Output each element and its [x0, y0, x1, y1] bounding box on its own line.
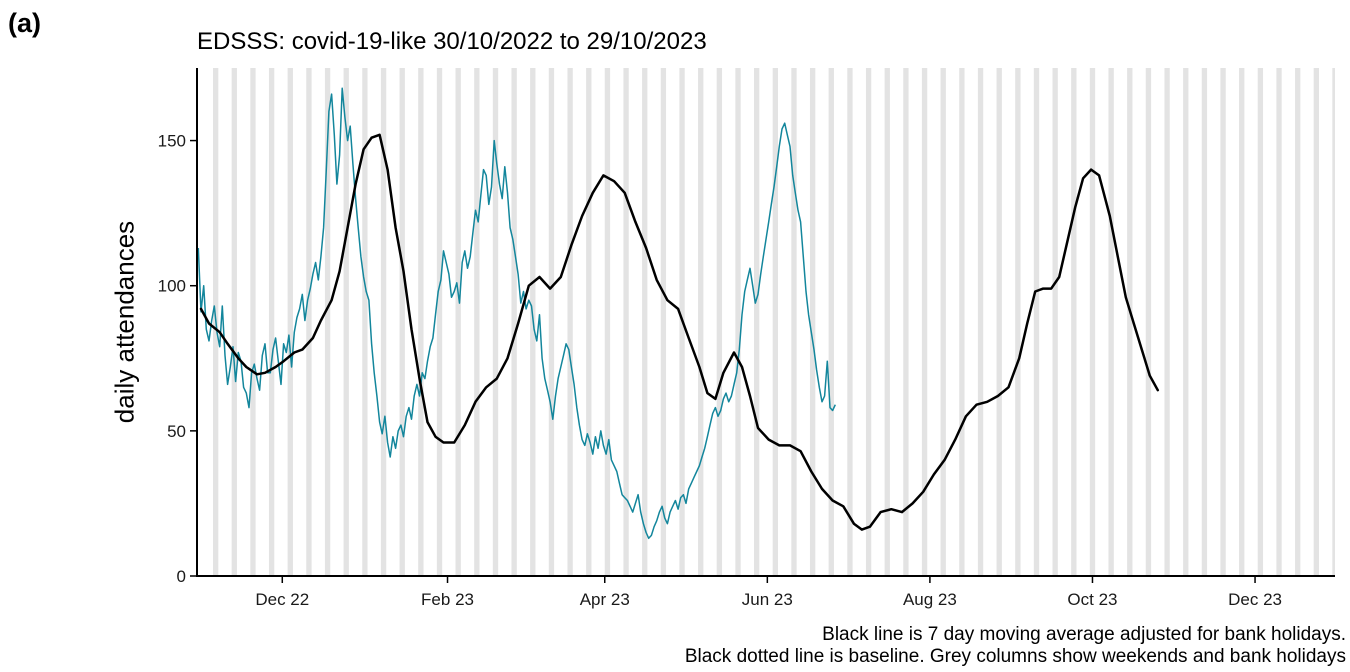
- weekend-column: [642, 68, 648, 576]
- weekend-column: [847, 68, 853, 576]
- weekend-column: [343, 68, 349, 576]
- weekend-column: [754, 68, 760, 576]
- weekend-column: [268, 68, 275, 576]
- weekend-column: [250, 68, 256, 576]
- x-tick-label: Dec 23: [1228, 590, 1282, 609]
- weekend-column: [1071, 68, 1077, 576]
- weekend-column: [959, 68, 965, 576]
- moving-average-series: [199, 133, 1160, 531]
- weekend-column: [828, 68, 834, 576]
- weekend-column: [604, 68, 611, 576]
- weekend-column: [623, 68, 629, 576]
- weekend-columns: [212, 68, 1335, 576]
- y-tick-label: 0: [177, 567, 186, 586]
- axes: 0 50 100 150 Dec 22 Feb 23 Apr 23 Jun 23 Aug 23 O…: [158, 68, 1335, 609]
- x-tick-label: Oct 23: [1067, 590, 1117, 609]
- weekend-column: [567, 68, 573, 576]
- weekend-column: [586, 68, 592, 576]
- weekend-column: [1220, 68, 1226, 576]
- x-tick-label: Apr 23: [580, 590, 630, 609]
- weekend-column: [1108, 68, 1114, 576]
- weekend-column: [1295, 68, 1301, 576]
- weekend-column: [399, 68, 405, 576]
- weekend-column: [940, 68, 946, 576]
- weekend-column: [903, 68, 909, 576]
- weekend-column: [324, 68, 331, 576]
- weekend-column: [492, 68, 499, 576]
- weekend-column: [511, 68, 517, 576]
- weekend-column: [735, 68, 741, 576]
- weekend-column: [1239, 68, 1245, 576]
- weekend-column: [698, 68, 704, 576]
- weekend-column: [865, 68, 872, 576]
- weekend-column: [1033, 68, 1040, 576]
- weekend-column: [436, 68, 443, 576]
- weekend-column: [1145, 68, 1152, 576]
- weekend-column: [1257, 68, 1264, 576]
- weekend-column: [548, 68, 555, 576]
- panel-label: (a): [8, 8, 41, 38]
- weekend-column: [1015, 68, 1021, 576]
- weekend-column: [660, 68, 667, 576]
- weekend-column: [921, 68, 928, 576]
- caption-line-2: Black dotted line is baseline. Grey colu…: [684, 646, 1346, 667]
- weekend-column: [1313, 68, 1320, 576]
- chart-caption: Black line is 7 day moving average adjus…: [685, 624, 1346, 668]
- daily-attendances-line: [197, 87, 836, 540]
- weekend-column: [977, 68, 984, 576]
- weekend-column: [1332, 68, 1335, 576]
- weekend-column: [772, 68, 778, 576]
- weekend-column: [791, 68, 797, 576]
- x-tick-label: Aug 23: [903, 590, 957, 609]
- y-tick-label: 50: [167, 422, 186, 441]
- weekend-column: [306, 68, 312, 576]
- y-tick-label: 150: [158, 132, 186, 151]
- weekend-column: [996, 68, 1002, 576]
- x-tick-label: Feb 23: [421, 590, 474, 609]
- y-tick-label: 100: [158, 277, 186, 296]
- weekend-column: [1127, 68, 1133, 576]
- x-tick-label: Dec 22: [255, 590, 309, 609]
- chart-title: EDSSS: covid-19-like 30/10/2022 to 29/10…: [197, 28, 707, 55]
- moving-average-line: [199, 133, 1160, 531]
- weekend-column: [1089, 68, 1096, 576]
- weekend-column: [418, 68, 424, 576]
- weekend-column: [1201, 68, 1208, 576]
- weekend-column: [380, 68, 387, 576]
- weekend-column: [809, 68, 816, 576]
- weekend-column: [1164, 68, 1170, 576]
- weekend-column: [1183, 68, 1189, 576]
- weekend-column: [1052, 68, 1058, 576]
- weekend-column: [287, 68, 293, 576]
- weekend-column: [884, 68, 890, 576]
- weekend-column: [362, 68, 368, 576]
- caption-line-1: Black line is 7 day moving average adjus…: [822, 624, 1346, 645]
- weekend-column: [716, 68, 723, 576]
- daily-series: [197, 87, 836, 540]
- x-tick-label: Jun 23: [742, 590, 793, 609]
- weekend-column: [231, 68, 237, 576]
- weekend-column: [474, 68, 480, 576]
- weekend-column: [455, 68, 461, 576]
- weekend-column: [1276, 68, 1282, 576]
